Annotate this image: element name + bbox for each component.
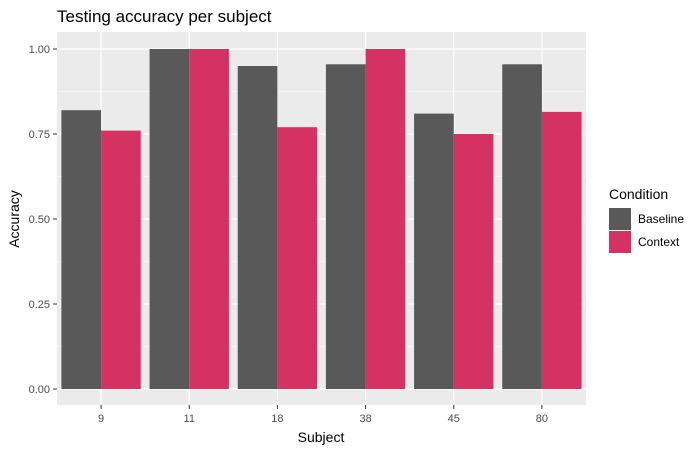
x-tick-label: 80 (536, 413, 548, 425)
y-axis-title: Accuracy (6, 190, 22, 248)
y-tick-label: 0.00 (29, 384, 50, 396)
bar-context-80 (541, 111, 582, 390)
y-tick-label: 0.25 (29, 299, 50, 311)
x-tick-label: 18 (271, 413, 283, 425)
bar-baseline-38 (325, 64, 366, 390)
bars-group (61, 49, 582, 390)
legend-label-baseline: Baseline (638, 212, 684, 226)
bar-baseline-11 (149, 49, 190, 389)
bar-context-38 (365, 49, 406, 389)
bar-baseline-18 (237, 66, 278, 389)
bar-baseline-45 (414, 113, 454, 389)
legend-swatch-context (609, 231, 631, 253)
legend-title: Condition (609, 186, 668, 202)
y-axis-ticks: 0.00 0.25 0.50 0.75 1.00 (29, 44, 57, 396)
legend: Condition Baseline Context (609, 186, 684, 253)
legend-items: Baseline Context (609, 208, 684, 253)
x-tick-label: 9 (98, 413, 104, 425)
y-tick-label: 0.75 (29, 129, 50, 141)
x-axis-ticks: 9 11 18 38 45 80 (98, 405, 548, 425)
y-tick-label: 1.00 (29, 44, 50, 56)
bar-baseline-80 (502, 64, 542, 390)
x-axis-title: Subject (298, 429, 345, 445)
x-tick-label: 38 (359, 413, 371, 425)
bar-context-11 (189, 49, 229, 389)
y-tick-label: 0.50 (29, 214, 50, 226)
legend-swatch-baseline (609, 208, 631, 230)
chart-title: Testing accuracy per subject (57, 7, 272, 26)
x-tick-label: 45 (448, 413, 460, 425)
bar-context-9 (101, 130, 141, 389)
bar-context-45 (453, 134, 494, 389)
bar-baseline-9 (61, 110, 102, 389)
bar-context-18 (277, 127, 318, 389)
x-tick-label: 11 (184, 413, 195, 425)
legend-label-context: Context (638, 235, 680, 249)
